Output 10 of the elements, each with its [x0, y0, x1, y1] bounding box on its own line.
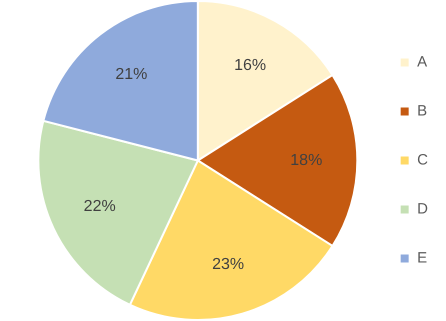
- legend-label: A: [417, 54, 428, 71]
- legend-label: E: [417, 250, 428, 267]
- legend-label: C: [417, 152, 428, 169]
- data-label: 23%: [212, 256, 244, 274]
- data-label: 22%: [84, 198, 116, 216]
- legend-label: D: [417, 200, 428, 218]
- data-label: 16%: [234, 56, 266, 74]
- legend-label: B: [417, 102, 428, 120]
- data-label: 21%: [115, 66, 148, 84]
- data-label: 18%: [290, 152, 322, 169]
